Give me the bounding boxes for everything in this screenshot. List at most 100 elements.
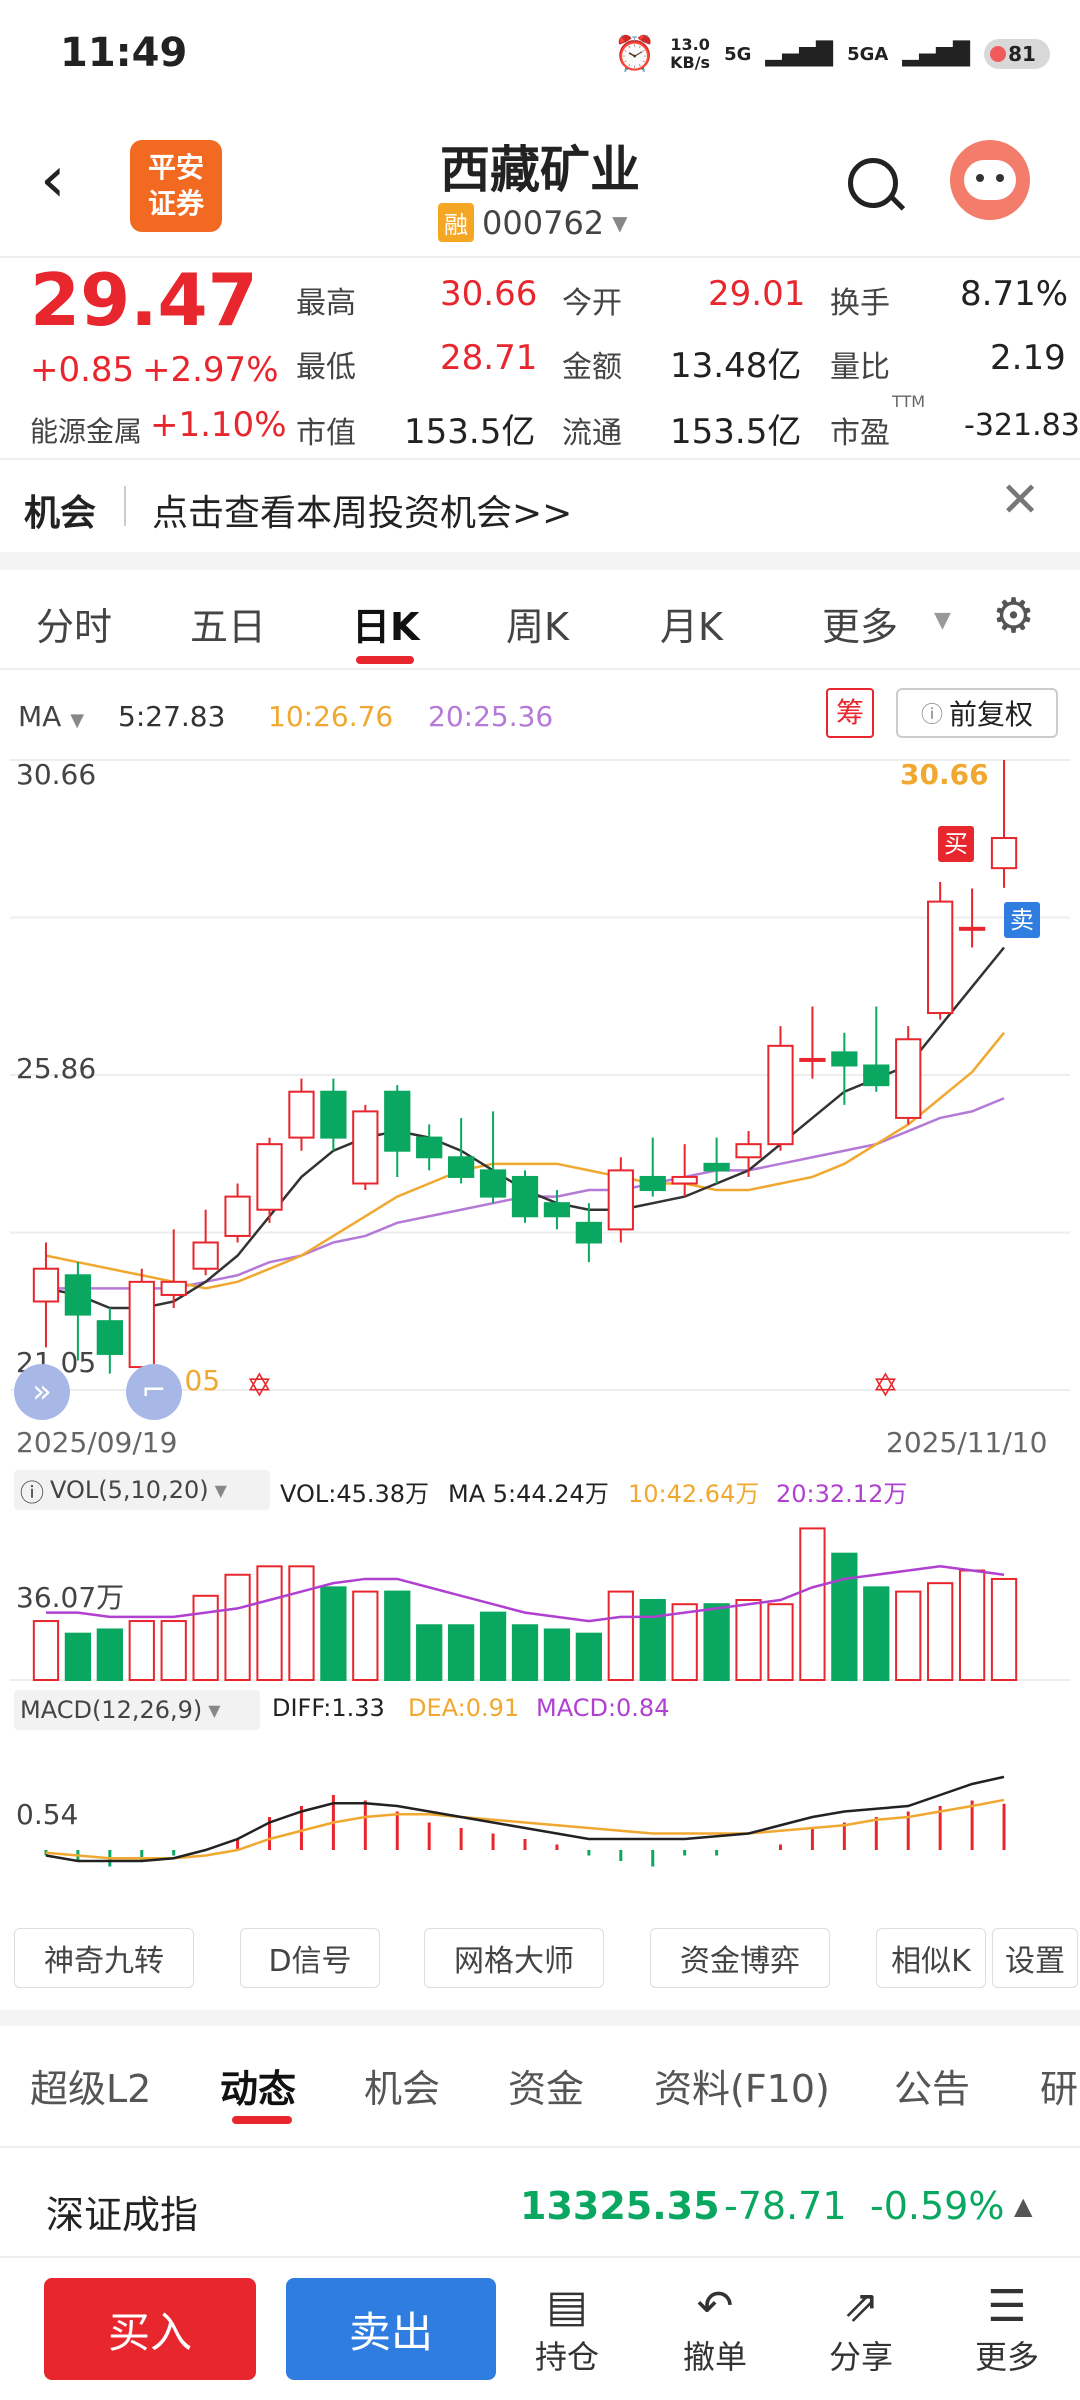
net-speed: 13.0 KB/s [670,35,711,72]
volume-bar [479,1611,507,1681]
chevron-down-icon: ▼ [612,210,628,235]
candle-body [831,1051,858,1067]
ma-selector[interactable]: MA ▼ [18,700,85,733]
volume-bar [703,1603,730,1681]
ma-label: MA [18,700,62,733]
chip-nine-turns[interactable]: 神奇九转 [14,1928,194,1988]
macd-value: MACD:0.84 [536,1694,670,1722]
dea-line [45,1798,1005,1860]
candle-body [160,1280,187,1296]
assistant-avatar[interactable] [950,140,1030,220]
candle-body [479,1169,507,1198]
sell-button[interactable]: 卖出 [286,2278,496,2380]
index-value: 13325.35 [520,2184,720,2228]
ma10-line [45,1031,1006,1290]
tab-capital[interactable]: 资金 [508,2067,585,2111]
macd-chart[interactable] [0,1730,1080,1900]
candle-body [384,1090,411,1152]
tab-daily-k[interactable]: 日K [352,605,420,649]
price-axis-mid: 25.86 [16,1052,97,1085]
close-icon[interactable]: ✕ [1000,472,1041,528]
turnover-value: 8.71% [960,274,1069,314]
buy-signal-badge[interactable]: 买 [938,826,974,862]
price-change: +0.85 [30,350,135,390]
candle-body [958,926,986,931]
volume-bar [192,1594,219,1681]
chevron-down-icon: ▼ [934,608,951,633]
candle-body [703,1162,730,1172]
chip-fund-game[interactable]: 资金博弈 [650,1928,830,1988]
candle-body [96,1320,123,1355]
volume-chart[interactable] [0,1510,1080,1686]
tab-more[interactable]: 更多 [822,605,899,649]
chip-similar-k[interactable]: 相似K [876,1928,986,1988]
chip-settings[interactable]: 设置 [992,1928,1078,1988]
battery-icon: 81 [984,39,1050,69]
cancel-order-button[interactable]: ↶ 撤单 [660,2282,770,2378]
holdings-button[interactable]: ▤ 持仓 [512,2282,622,2378]
tab-weekly-k[interactable]: 周K [506,605,569,649]
current-price: 29.47 [30,258,258,342]
tab-super-l2[interactable]: 超级L2 [30,2067,152,2111]
menu-icon: ☰ [987,2281,1027,2332]
volume-bar [575,1632,603,1681]
tab-opportunity[interactable]: 机会 [364,2067,441,2111]
low-value: 28.71 [440,338,538,378]
sector-label[interactable]: 能源金属 [30,415,143,448]
amount-value: 13.48亿 [670,346,802,386]
volume-bar [767,1603,794,1681]
index-ticker[interactable]: 深证成指 13325.35 -78.71 -0.59% ▲ [0,2150,1080,2256]
price-axis-top: 30.66 [16,758,97,791]
expand-icon[interactable]: » [14,1364,70,1420]
candle-body [639,1175,666,1192]
index-pct: -0.59% [870,2184,1005,2228]
macd-diff: DIFF:1.33 [272,1694,385,1722]
turnover-label: 换手 [830,286,890,321]
tab-f10[interactable]: 资料(F10) [654,2067,830,2111]
volume-bar [990,1577,1018,1681]
tab-research[interactable]: 研 [1040,2067,1079,2111]
tab-monthly-k[interactable]: 月K [660,605,723,649]
macd-indicator-selector[interactable]: MACD(12,26,9) ▼ [14,1690,260,1730]
chip-distribution-button[interactable]: 筹 [826,688,874,738]
ma10-value: 10:26.76 [268,700,394,733]
signal-icon-2: ▂▄▆█ [902,41,970,67]
index-change: -78.71 [724,2184,847,2228]
chip-grid-master[interactable]: 网格大师 [424,1928,604,1988]
tab-announcement[interactable]: 公告 [894,2067,971,2111]
share-icon: ⇗ [842,2281,880,2332]
volume-bar [863,1586,890,1681]
volume-bar [416,1624,443,1682]
candle-body [671,1175,698,1185]
vol-value: VOL:45.38万 [280,1480,430,1508]
buy-button[interactable]: 买入 [44,2278,256,2380]
open-label: 今开 [562,286,622,321]
back-icon[interactable]: ‹ [40,143,66,217]
pe-ttm-sup: TTM [892,392,926,411]
volume-bar [958,1569,986,1682]
tab-five-day[interactable]: 五日 [190,605,267,649]
opportunity-banner[interactable]: 机会 点击查看本周投资机会>> ✕ [0,460,1080,552]
gear-icon[interactable]: ⚙ [992,588,1036,644]
candle-body [64,1274,92,1316]
crosshair-icon[interactable]: ⌐ [126,1364,182,1420]
tab-news[interactable]: 动态 [220,2067,297,2111]
date-end: 2025/11/10 [886,1426,1048,1459]
ma20-value: 20:25.36 [428,700,554,733]
volume-bar [224,1573,251,1681]
battery-level: 81 [1008,42,1036,66]
kline-chart[interactable] [0,740,1080,1460]
sell-signal-badge[interactable]: 卖 [1004,902,1040,938]
tab-intraday[interactable]: 分时 [36,605,113,649]
candle-body [575,1221,603,1244]
banner-text: 点击查看本周投资机会>> [152,493,573,534]
stock-code-row[interactable]: 融 000762 ▼ [438,203,628,242]
adjust-button[interactable]: ⓘ 前复权 [896,688,1058,738]
vol-indicator-selector[interactable]: ⓘ VOL(5,10,20) ▼ [14,1470,270,1510]
search-icon[interactable] [848,158,898,208]
share-button[interactable]: ⇗ 分享 [806,2282,916,2378]
more-button[interactable]: ☰ 更多 [952,2282,1062,2378]
chip-d-signal[interactable]: D信号 [240,1928,380,1988]
high-value: 30.66 [440,274,538,314]
more-label: 更多 [974,2338,1039,2376]
